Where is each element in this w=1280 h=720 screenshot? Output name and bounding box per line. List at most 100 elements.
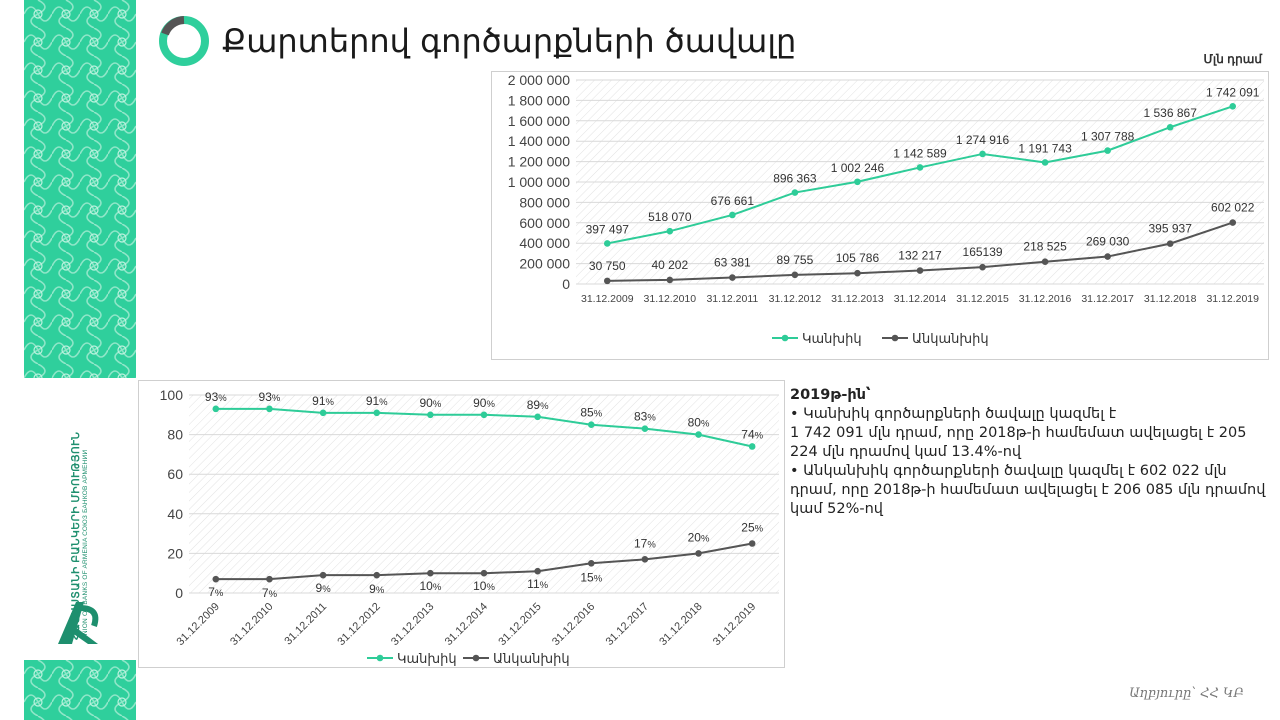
data-label: 89% <box>527 398 549 412</box>
data-label-suffix: % <box>379 397 388 408</box>
x-tick-label: 31.12.2011 <box>706 293 758 305</box>
y-tick-label: 600 000 <box>519 215 570 231</box>
data-point <box>427 411 434 419</box>
data-point <box>641 425 649 432</box>
data-point <box>1104 253 1111 260</box>
data-point <box>480 569 488 577</box>
data-point <box>748 540 756 547</box>
data-point <box>979 150 986 158</box>
data-label-suffix: % <box>647 413 656 424</box>
data-label: 676 661 <box>711 194 755 208</box>
data-point <box>666 227 674 235</box>
data-point <box>916 267 924 274</box>
volume-chart: 0 200 000 400 000 600 000 800 000 1 000 000 1 … <box>491 71 1269 360</box>
data-point <box>266 405 273 413</box>
data-label: 10% <box>473 579 495 593</box>
y-tick-label: 1 600 000 <box>508 113 570 129</box>
data-label: 85% <box>580 406 602 420</box>
data-label: 74% <box>741 427 763 441</box>
note-cash-line2: 1 742 091 մլն դրամ, որը 2018թ-ի համեմատ … <box>790 425 1247 460</box>
y-tick-label: 0 <box>562 276 570 292</box>
data-label: 10% <box>419 579 441 593</box>
data-point <box>1166 240 1174 247</box>
y-tick-label: 40 <box>167 506 183 522</box>
x-tick-label: 31.12.2009 <box>175 601 222 648</box>
data-label: 518 070 <box>648 210 692 224</box>
data-label: 9% <box>316 581 332 595</box>
data-point <box>1229 219 1237 226</box>
data-label: 25% <box>741 521 763 535</box>
y-tick-label: 80 <box>167 427 183 443</box>
data-point <box>641 556 649 563</box>
data-label: 63 381 <box>714 256 751 270</box>
data-point <box>695 550 702 557</box>
data-label: 1 274 916 <box>956 133 1010 147</box>
data-label-suffix: % <box>594 573 603 584</box>
data-label-suffix: % <box>218 393 227 404</box>
legend-label: Անկանխիկ <box>912 332 989 347</box>
data-label: 269 030 <box>1086 235 1130 249</box>
data-label: 93% <box>205 390 227 404</box>
x-tick-label: 31.12.2017 <box>604 601 651 648</box>
data-point <box>1229 103 1237 110</box>
x-tick-label: 31.12.2018 <box>1144 293 1197 305</box>
data-label-suffix: % <box>272 393 281 404</box>
data-label: 896 363 <box>773 172 817 186</box>
data-point <box>666 276 674 284</box>
y-tick-label: 1 000 000 <box>508 174 570 190</box>
y-tick-label: 2 000 000 <box>508 72 570 88</box>
data-point <box>212 575 220 583</box>
y-tick-label: 1 800 000 <box>508 92 570 108</box>
y-tick-label: 0 <box>175 585 183 601</box>
y-tick-label: 20 <box>167 545 183 561</box>
data-point <box>319 571 327 579</box>
title-ring-icon <box>159 16 209 66</box>
x-tick-label: 31.12.2015 <box>496 601 543 648</box>
y-tick-label: 1 400 000 <box>508 133 570 149</box>
x-tick-label: 31.12.2012 <box>769 293 822 305</box>
x-tick-label: 31.12.2014 <box>443 601 490 648</box>
data-point <box>916 164 924 171</box>
data-label: 1 002 246 <box>831 161 885 175</box>
data-label: 17% <box>634 536 656 550</box>
data-point <box>1041 258 1049 266</box>
data-point <box>373 571 381 579</box>
data-label-suffix: % <box>701 533 710 544</box>
data-label: 132 217 <box>898 249 942 263</box>
data-label: 91% <box>312 394 334 408</box>
note-cash-line1: • Կանխիկ գործարքների ծավալը կազմել է <box>790 406 1117 422</box>
data-point <box>266 575 273 583</box>
source-note: Աղբյուրը՝ ՀՀ ԿԲ <box>1129 686 1244 701</box>
x-tick-label: 31.12.2009 <box>581 293 634 305</box>
data-label-suffix: % <box>433 399 442 410</box>
unit-label: Մլն դրամ <box>1203 52 1262 66</box>
data-label: 90% <box>419 396 441 410</box>
y-tick-label: 60 <box>167 466 183 482</box>
legend-label: Անկանխիկ <box>493 652 570 667</box>
data-point <box>603 277 611 285</box>
note-heading: 2019թ-ին՝ <box>790 387 871 403</box>
data-label: 83% <box>634 410 656 424</box>
data-label-suffix: % <box>269 589 278 600</box>
data-label: 80% <box>688 416 710 430</box>
logo-text-latin: UNION OF BANKS OF ARMENIA СОЮЗ БАНКОВ АР… <box>82 449 89 640</box>
y-tick-label: 1 200 000 <box>508 154 570 170</box>
data-label-suffix: % <box>540 580 549 591</box>
legend-marker <box>781 334 789 342</box>
data-point <box>427 569 434 577</box>
data-label: 1 142 589 <box>893 146 947 160</box>
data-label: 395 937 <box>1148 222 1192 236</box>
data-label-suffix: % <box>376 585 385 596</box>
data-point <box>854 178 861 186</box>
x-tick-label: 31.12.2019 <box>711 601 758 648</box>
data-point <box>534 413 541 421</box>
data-label-suffix: % <box>326 397 335 408</box>
data-point <box>854 269 861 277</box>
x-tick-label: 31.12.2017 <box>1081 293 1134 305</box>
data-point <box>212 405 220 413</box>
logo-mark-icon <box>58 602 99 644</box>
y-tick-label: 800 000 <box>519 194 570 210</box>
data-label: 1 536 867 <box>1143 106 1197 120</box>
data-label-suffix: % <box>215 588 224 599</box>
